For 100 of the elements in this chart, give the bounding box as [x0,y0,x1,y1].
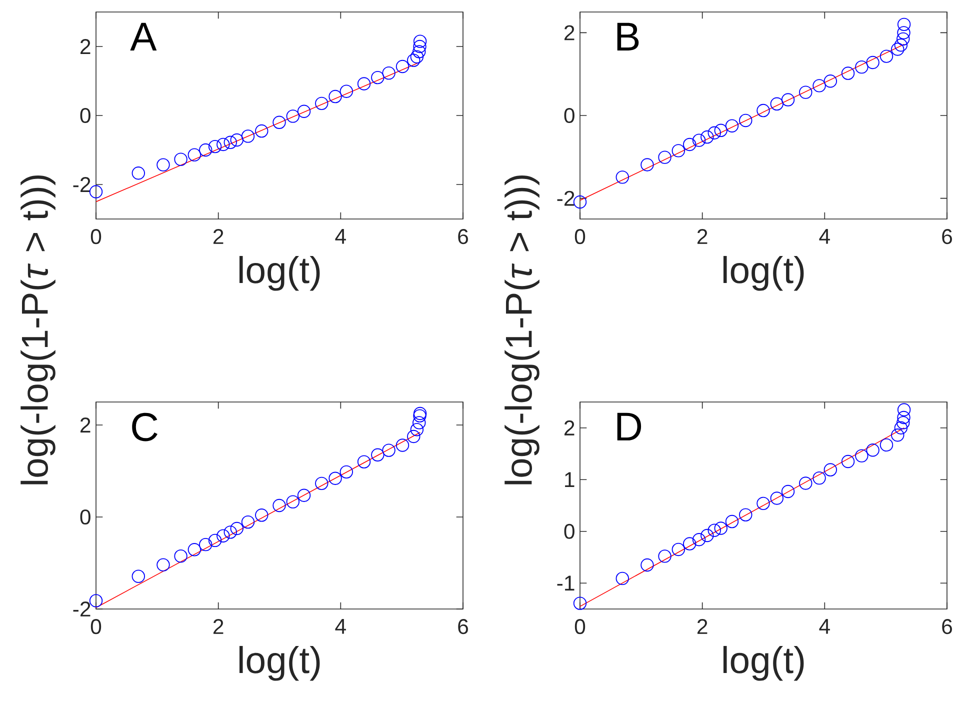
point [328,90,342,104]
point [216,529,230,542]
point [812,471,826,485]
point [315,476,328,490]
chart-title: A [130,22,157,50]
y-tick-label: 2 [80,418,90,432]
point [371,448,384,462]
x-tick-label: 4 [819,619,830,634]
point [770,97,784,111]
point [700,130,714,144]
point [672,144,686,158]
point [382,444,396,457]
point [573,596,587,610]
point [199,143,212,157]
point [382,66,396,80]
point [297,488,311,502]
point [799,476,812,490]
point [725,514,739,528]
point [188,543,202,556]
point [396,60,410,74]
point [658,550,672,563]
point [174,152,188,166]
x-tick-label: 2 [697,619,708,634]
point [315,96,328,110]
point [739,508,752,522]
y-tick-label: -2 [73,602,90,616]
point [894,421,908,434]
point [756,496,770,510]
y-tick-label: -1 [557,576,574,590]
point [616,572,629,586]
point [640,558,654,572]
point [255,508,268,522]
y-tick-label: 0 [80,108,90,124]
point [208,534,222,548]
point [89,594,103,608]
point [739,114,752,128]
x-tick-label: 6 [458,229,468,244]
point [357,77,371,90]
point [672,542,686,556]
point [407,54,420,67]
point [866,56,880,70]
point [230,522,244,536]
y-tick-label: 2 [564,420,574,436]
x-axis-title: log(t) [239,256,320,291]
point [692,533,706,546]
point [891,428,904,442]
y-tick-label: 2 [564,25,574,40]
x-tick-label: 0 [90,229,102,244]
x-tick-label: 2 [697,229,708,244]
x-tick-label: 0 [90,619,102,634]
chart-title: D [617,412,642,440]
y-axis-title: log(-log(1-P(τ > t))) [20,176,56,484]
point [855,449,868,462]
point [255,124,268,138]
point [410,422,424,436]
point [371,70,384,84]
point [896,32,910,46]
point [812,79,826,92]
point [658,150,672,164]
point [413,409,426,422]
chart-title: C [132,412,158,442]
point [396,438,410,452]
point [866,444,880,457]
point [132,570,145,583]
chart-title: B [617,22,639,50]
point [132,166,145,180]
point [573,195,587,209]
point [897,410,910,424]
point [89,185,103,198]
point [894,38,908,52]
point [683,537,696,550]
point [781,93,795,106]
point [407,430,420,444]
x-tick-label: 4 [335,619,346,634]
point [708,126,721,140]
point [824,463,838,476]
point [770,492,784,505]
y-axis-title: log(-log(1-P(τ > t))) [504,176,540,484]
point [216,138,230,152]
point [891,42,904,56]
point [272,116,286,129]
point [156,158,170,172]
point [897,403,911,416]
point [410,50,424,64]
point [174,549,188,563]
point [897,18,911,32]
point [230,133,244,147]
point [272,498,286,512]
point [357,455,371,468]
point [616,170,629,184]
y-tick-label: 2 [80,39,90,54]
x-tick-label: 0 [574,229,586,244]
point [297,104,311,118]
x-tick-label: 2 [213,229,224,244]
point [286,110,300,123]
point [188,148,202,162]
point [880,438,894,452]
y-tick-label: -2 [73,177,90,192]
point [208,140,222,154]
point [412,416,426,430]
